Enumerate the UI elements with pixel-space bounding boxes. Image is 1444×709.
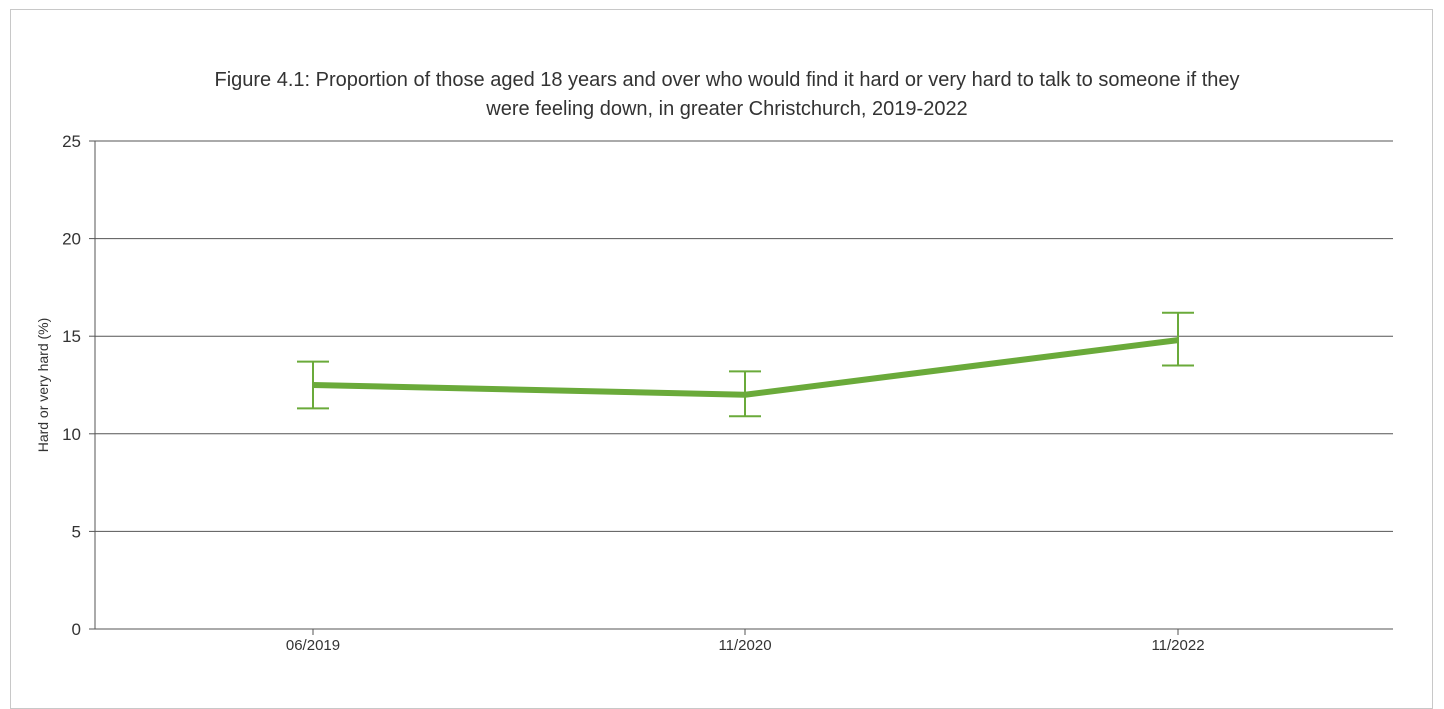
x-tick-labels: 06/2019 11/2020 11/2022 (286, 637, 1205, 654)
gridlines (95, 140, 1393, 532)
y-tick-label: 25 (62, 132, 81, 151)
y-tick-labels: 0 5 10 15 20 25 (62, 132, 81, 639)
y-tick-label: 15 (62, 327, 81, 346)
chart-title-line: Figure 4.1: Proportion of those aged 18 … (214, 69, 1239, 91)
y-tick-label: 20 (62, 230, 81, 249)
y-tick-label: 0 (72, 620, 81, 639)
error-bar (1162, 311, 1194, 367)
x-tick-label: 06/2019 (286, 637, 340, 654)
error-bar (297, 360, 329, 410)
chart-title: Figure 4.1: Proportion of those aged 18 … (214, 69, 1239, 120)
axes (89, 140, 1393, 635)
y-tick-label: 10 (62, 425, 81, 444)
x-tick-label: 11/2022 (1151, 637, 1204, 654)
x-tick-label: 11/2020 (718, 637, 771, 654)
y-tick-label: 5 (72, 522, 81, 541)
chart-title-line: were feeling down, in greater Christchur… (485, 98, 967, 120)
error-bars (297, 311, 1194, 418)
error-bar (729, 370, 761, 418)
y-axis-title: Hard or very hard (%) (35, 318, 51, 453)
